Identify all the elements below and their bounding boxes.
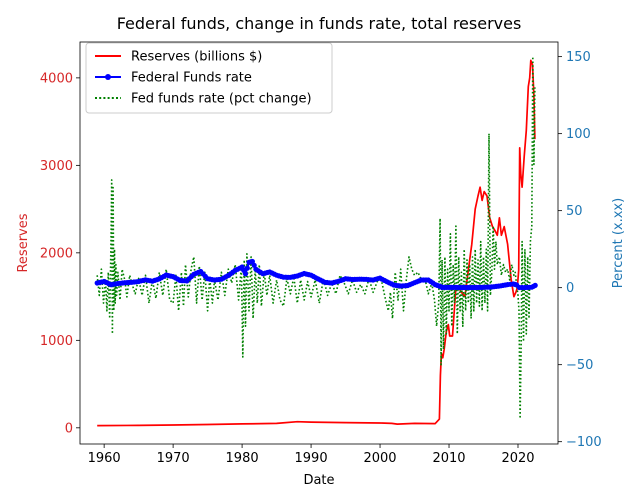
fedfunds-point bbox=[532, 282, 538, 288]
legend-label-reserves: Reserves (billions $) bbox=[131, 50, 262, 65]
x-tick-label: 2010 bbox=[432, 451, 465, 466]
legend-box bbox=[85, 42, 333, 114]
fedfunds-point bbox=[242, 271, 249, 277]
x-tick-label: 1980 bbox=[226, 451, 259, 466]
legend-marker-fedfunds bbox=[105, 74, 111, 80]
y-right-tick-label: 100 bbox=[566, 127, 591, 142]
y-right-tick-label: 50 bbox=[566, 204, 583, 219]
y-right-tick-label: −50 bbox=[566, 358, 593, 373]
y-axis-left-label: Reserves bbox=[16, 213, 31, 272]
y-left-tick-label: 1000 bbox=[40, 334, 73, 349]
x-axis-label: Date bbox=[303, 473, 334, 488]
x-tick-label: 1960 bbox=[88, 451, 121, 466]
y-right-tick-label: 150 bbox=[566, 50, 591, 65]
y-left-tick-label: 2000 bbox=[40, 246, 73, 261]
y-right-tick-label: 0 bbox=[566, 281, 574, 296]
y-right-tick-label: −100 bbox=[566, 435, 602, 450]
x-tick-label: 2000 bbox=[363, 451, 396, 466]
fedfunds-point bbox=[251, 262, 257, 268]
legend-label-fedfunds: Federal Funds rate bbox=[131, 71, 252, 86]
y-left-tick-label: 3000 bbox=[40, 159, 73, 174]
y-axis-right-label: Percent (x.xx) bbox=[611, 198, 626, 288]
y-left-tick-label: 4000 bbox=[40, 71, 73, 86]
series-layer bbox=[94, 55, 538, 427]
fedfunds-point bbox=[244, 265, 250, 271]
series-line-0 bbox=[97, 59, 536, 427]
y-left-tick-label: 0 bbox=[65, 421, 73, 436]
x-tick-label: 2020 bbox=[501, 451, 534, 466]
plot-frame bbox=[79, 41, 559, 445]
x-tick-label: 1970 bbox=[157, 451, 190, 466]
chart-title: Federal funds, change in funds rate, tot… bbox=[117, 14, 522, 33]
x-tick-label: 1990 bbox=[295, 451, 328, 466]
legend-label-pct-change: Fed funds rate (pct change) bbox=[131, 92, 312, 107]
legend: Reserves (billions $) Federal Funds rate… bbox=[85, 42, 333, 114]
axes-layer: 1960 1970 1980 1990 2000 2010 2020010002000300… bbox=[40, 50, 602, 466]
